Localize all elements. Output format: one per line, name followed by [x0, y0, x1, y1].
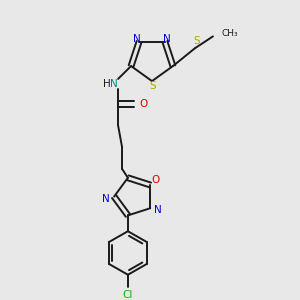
Text: S: S: [194, 36, 200, 46]
Text: N: N: [102, 194, 110, 204]
Text: O: O: [139, 99, 147, 109]
Text: O: O: [151, 175, 159, 185]
Text: H: H: [103, 79, 111, 89]
Text: N: N: [110, 79, 118, 89]
Text: S: S: [150, 81, 156, 91]
Text: Cl: Cl: [123, 290, 133, 299]
Text: CH₃: CH₃: [222, 29, 238, 38]
Text: N: N: [154, 205, 162, 215]
Text: N: N: [163, 34, 171, 44]
Text: N: N: [133, 34, 141, 44]
